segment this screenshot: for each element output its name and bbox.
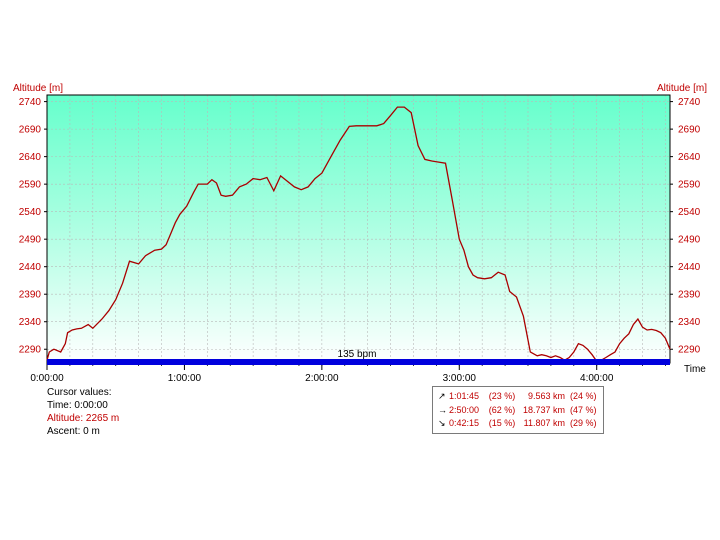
stats-row-flat: → 2:50:00 (62 %) 18.737 km (47 %) <box>438 404 603 418</box>
x-tick-label: 0:00:00 <box>30 373 64 384</box>
stats-time: 1:01:45 <box>449 391 480 401</box>
stats-distance-percent: (47 %) <box>570 404 597 415</box>
y-axis-label-right: Altitude [m] <box>657 83 707 94</box>
x-axis-label: Time <box>684 364 706 375</box>
arrow-up-right-icon: ↗ <box>438 391 446 401</box>
stats-time-percent: (23 %) <box>488 391 516 401</box>
stats-distance-percent: (24 %) <box>570 391 597 401</box>
axes: 2290 2290 2340 2340 2390 2390 2440 2440 2490 2490… <box>19 97 701 384</box>
y-tick-label-left: 2590 <box>19 180 42 191</box>
cursor-altitude: Altitude: 2265 m <box>47 413 120 424</box>
y-tick-label-left: 2490 <box>19 235 42 246</box>
x-tick-label: 2:00:00 <box>305 373 339 384</box>
y-tick-label-left: 2690 <box>19 125 42 136</box>
y-tick-label-right: 2740 <box>678 97 701 108</box>
y-tick-label-right: 2540 <box>678 207 701 218</box>
ascent-descent-stats-box: ↗ 1:01:45 (23 %) 9.563 km (24 %) → 2:50:00 (62… <box>432 386 604 434</box>
stats-distance: 9.563 km <box>527 391 565 401</box>
y-axis-label-left: Altitude [m] <box>13 83 63 94</box>
stats-time-percent: (62 %) <box>488 404 516 415</box>
x-tick-label: 1:00:00 <box>168 373 202 384</box>
stats-distance-percent: (29 %) <box>570 418 597 428</box>
y-tick-label-left: 2290 <box>19 345 42 356</box>
y-tick-label-right: 2640 <box>678 152 701 163</box>
cursor-values-title: Cursor values: <box>47 387 112 398</box>
x-tick-label: 4:00:00 <box>580 373 614 384</box>
y-tick-label-right: 2590 <box>678 180 701 191</box>
stats-time: 0:42:15 <box>449 418 480 428</box>
y-tick-label-right: 2490 <box>678 235 701 246</box>
y-tick-label-left: 2390 <box>19 290 42 301</box>
plot-background <box>47 95 670 363</box>
stats-row-ascent: ↗ 1:01:45 (23 %) 9.563 km (24 %) <box>438 390 603 404</box>
y-tick-label-right: 2390 <box>678 290 701 301</box>
altitude-series-line <box>46 106 671 363</box>
cursor-ascent: Ascent: 0 m <box>47 426 100 437</box>
stats-distance: 11.807 km <box>523 418 565 428</box>
grid <box>47 95 670 363</box>
heart-rate-band-label: 135 bpm <box>338 349 377 360</box>
cursor-values-panel: Cursor values: Time: 0:00:00 Altitude: 2… <box>47 386 119 438</box>
cursor-time: Time: 0:00:00 <box>47 400 108 411</box>
heart-rate-band <box>47 359 670 365</box>
y-tick-label-left: 2340 <box>19 317 42 328</box>
stats-distance: 18.737 km <box>522 404 565 415</box>
y-tick-label-left: 2640 <box>19 152 42 163</box>
y-tick-label-right: 2290 <box>678 345 701 356</box>
stats-time: 2:50:00 <box>449 404 480 415</box>
arrow-right-icon: → <box>438 404 447 415</box>
stats-time-percent: (15 %) <box>488 418 516 428</box>
y-tick-label-left: 2440 <box>19 262 42 273</box>
y-tick-label-left: 2740 <box>19 97 42 108</box>
y-tick-label-right: 2340 <box>678 317 701 328</box>
y-tick-label-right: 2440 <box>678 262 701 273</box>
x-tick-label: 3:00:00 <box>443 373 477 384</box>
y-tick-label-left: 2540 <box>19 207 42 218</box>
arrow-down-right-icon: ↘ <box>438 418 446 428</box>
y-tick-label-right: 2690 <box>678 125 701 136</box>
stats-row-descent: ↘ 0:42:15 (15 %) 11.807 km (29 %) <box>438 417 603 431</box>
